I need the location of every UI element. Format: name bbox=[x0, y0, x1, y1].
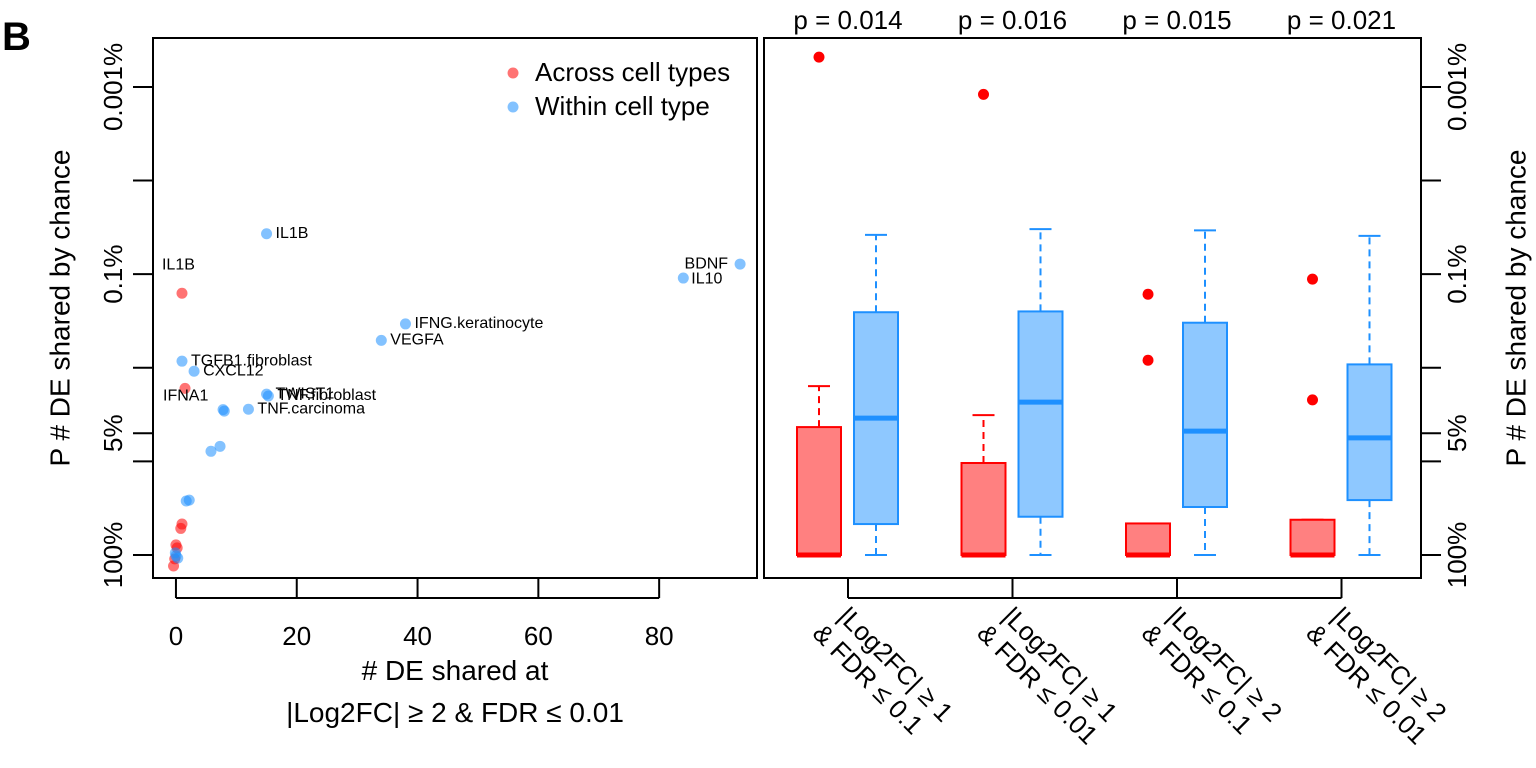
data-point bbox=[176, 287, 188, 299]
point-label: VEGFA bbox=[390, 332, 444, 349]
outlier bbox=[1307, 273, 1318, 285]
point-label: IFNA1 bbox=[163, 388, 208, 405]
x-tick-label: 0 bbox=[169, 621, 183, 651]
p-value: p = 0.015 bbox=[1122, 5, 1231, 35]
data-point bbox=[214, 440, 226, 452]
point-label: CXCL12 bbox=[203, 363, 264, 380]
x-tick-label-group: |Log2FC| ≥ 1& FDR ≤ 0.01 bbox=[971, 601, 1123, 750]
box bbox=[1125, 522, 1171, 557]
legend-marker bbox=[507, 67, 519, 79]
box bbox=[1289, 518, 1336, 557]
x-tick-label: 80 bbox=[645, 621, 674, 651]
x-tick-label: 20 bbox=[282, 621, 311, 651]
data-point bbox=[180, 495, 192, 507]
point-label: BDNF bbox=[685, 255, 729, 272]
box bbox=[1017, 310, 1064, 518]
y-tick-label: 0.1% bbox=[98, 245, 128, 304]
data-point bbox=[734, 258, 746, 270]
point-label: TWIST1 bbox=[276, 385, 335, 402]
point-label: TGFB1.fibroblast bbox=[191, 352, 312, 369]
y-tick-label: 0.001% bbox=[1442, 43, 1472, 131]
p-value: p = 0.014 bbox=[793, 5, 902, 35]
point-label: IL10 bbox=[691, 270, 722, 287]
data-point bbox=[172, 552, 184, 564]
x-tick-label: 60 bbox=[524, 621, 553, 651]
y-tick-label: 100% bbox=[98, 522, 128, 589]
point-label: TNF.fibroblast bbox=[277, 387, 376, 404]
data-point bbox=[176, 355, 188, 367]
data-point bbox=[205, 445, 217, 457]
legend-label: Across cell types bbox=[535, 57, 730, 87]
box bbox=[796, 426, 842, 557]
plot-frame bbox=[763, 37, 1422, 579]
y-tick-label: 0.001% bbox=[98, 43, 128, 131]
box bbox=[1346, 363, 1393, 502]
data-point bbox=[375, 334, 387, 346]
data-point bbox=[262, 390, 274, 402]
box bbox=[960, 461, 1007, 557]
point-label: IFNG.keratinocyte bbox=[414, 315, 543, 332]
x-tick-label: 40 bbox=[403, 621, 432, 651]
point-label: IL1B bbox=[276, 225, 309, 242]
x-tick-label-group: |Log2FC| ≥ 2& FDR ≤ 0.01 bbox=[1300, 601, 1452, 750]
y-axis-label: P # DE shared by chance bbox=[1500, 149, 1531, 466]
data-point bbox=[261, 228, 273, 240]
x-axis-label: # DE shared at bbox=[362, 655, 549, 686]
y-tick-label: 5% bbox=[98, 414, 128, 452]
outlier bbox=[813, 51, 825, 63]
y-tick-label: 100% bbox=[1442, 522, 1472, 589]
legend-label: Within cell type bbox=[535, 91, 710, 121]
data-point bbox=[218, 405, 230, 417]
y-tick-label: 5% bbox=[1442, 414, 1472, 452]
outlier bbox=[1307, 394, 1318, 406]
legend-marker bbox=[507, 101, 519, 113]
outlier bbox=[1142, 288, 1154, 300]
data-point bbox=[399, 318, 411, 330]
y-tick-label: 0.1% bbox=[1442, 245, 1472, 304]
data-point bbox=[179, 382, 191, 394]
data-point bbox=[175, 522, 187, 534]
p-value: p = 0.016 bbox=[958, 5, 1067, 35]
x-tick-label-group: |Log2FC| ≥ 2& FDR ≤ 0.1 bbox=[1136, 601, 1288, 740]
point-label: TNF.carcinoma bbox=[257, 400, 365, 417]
data-point bbox=[242, 403, 254, 415]
point-label: IL1B bbox=[162, 257, 195, 274]
box bbox=[1182, 321, 1228, 509]
plot-frame bbox=[152, 37, 758, 579]
panel-label: B bbox=[2, 15, 31, 59]
outlier bbox=[978, 88, 989, 100]
p-value: p = 0.021 bbox=[1287, 5, 1396, 35]
x-tick-label-group: |Log2FC| ≥ 1& FDR ≤ 0.1 bbox=[807, 601, 959, 740]
data-point bbox=[677, 272, 689, 284]
x-axis-label: |Log2FC| ≥ 2 & FDR ≤ 0.01 bbox=[286, 697, 624, 728]
data-point bbox=[188, 365, 200, 377]
y-axis-label: P # DE shared by chance bbox=[44, 149, 75, 466]
outlier bbox=[1142, 354, 1154, 366]
